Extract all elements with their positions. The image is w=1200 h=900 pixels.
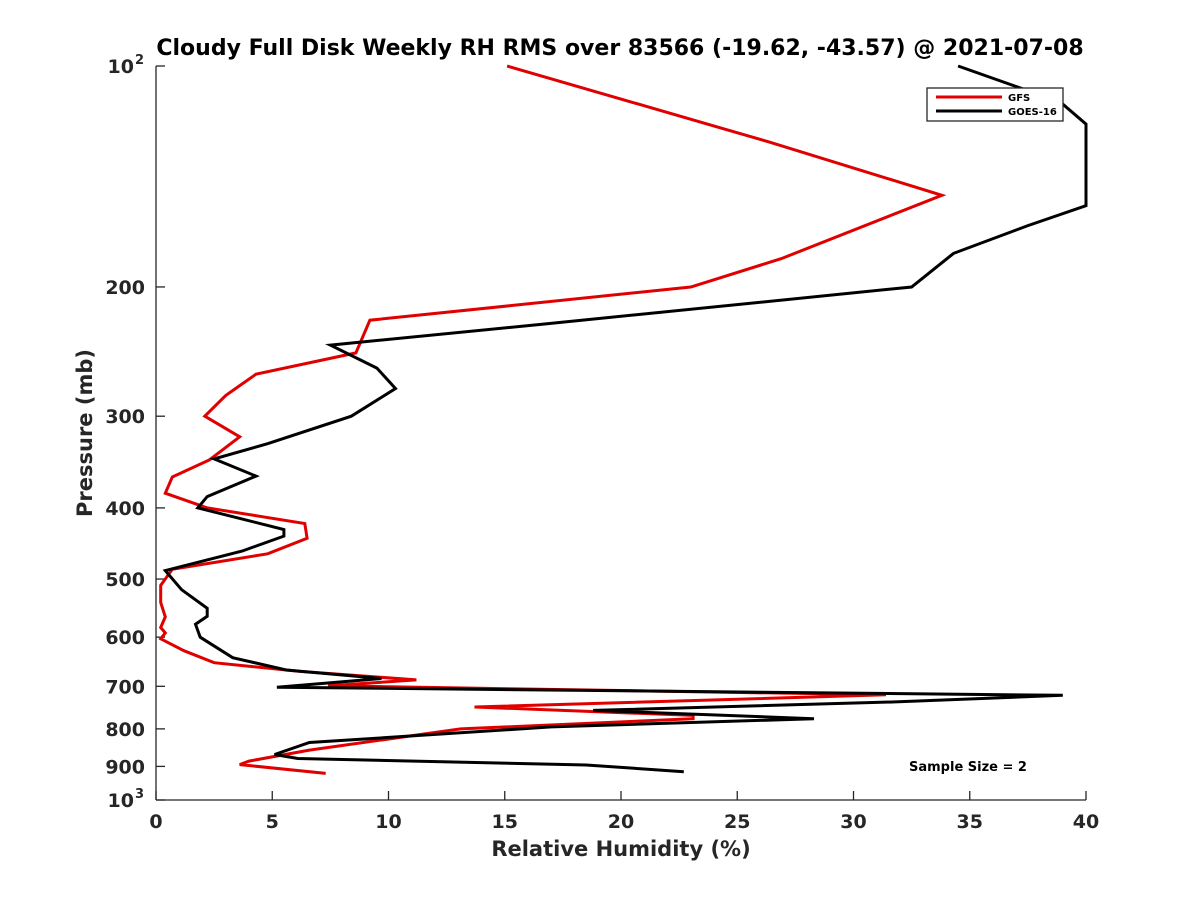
y-tick-label: 400 — [105, 498, 145, 520]
x-tick-label: 5 — [266, 811, 279, 833]
x-axis-label: Relative Humidity (%) — [491, 837, 750, 861]
sample-size-annotation: Sample Size = 2 — [909, 760, 1027, 775]
y-tick-label: 500 — [105, 569, 145, 591]
legend: GFS GOES-16 — [926, 87, 1064, 122]
y-tick-label: 10 — [108, 790, 134, 812]
y-tick-exponent: 2 — [135, 53, 144, 68]
legend-gfs-label: GFS — [1008, 93, 1030, 104]
y-tick-exponent: 3 — [135, 787, 144, 802]
y-axis-label: Pressure (mb) — [73, 349, 97, 517]
x-tick-label: 0 — [149, 811, 162, 833]
x-tick-label: 30 — [840, 811, 866, 833]
y-tick-label: 900 — [105, 756, 145, 778]
series-line-goes-16 — [162, 64, 1088, 774]
y-tick-label: 200 — [105, 277, 145, 299]
x-tick-label: 35 — [957, 811, 983, 833]
y-tick-label: 700 — [105, 676, 145, 698]
legend-box — [926, 87, 1064, 122]
legend-goes16-label: GOES-16 — [1008, 107, 1057, 118]
x-tick-label: 15 — [492, 811, 518, 833]
y-tick-label: 300 — [105, 406, 145, 428]
x-tick-label: 10 — [375, 811, 401, 833]
x-axis-ticks: 0 5 10 15 20 25 30 35 40 — [149, 791, 1099, 833]
y-tick-label: 10 — [108, 56, 134, 78]
chart-title: Cloudy Full Disk Weekly RH RMS over 8356… — [156, 36, 1083, 61]
y-tick-label: 800 — [105, 719, 145, 741]
plot-area — [158, 64, 1088, 775]
x-tick-label: 20 — [608, 811, 634, 833]
y-tick-label: 600 — [105, 627, 145, 649]
x-tick-label: 25 — [724, 811, 750, 833]
x-tick-label: 40 — [1073, 811, 1099, 833]
